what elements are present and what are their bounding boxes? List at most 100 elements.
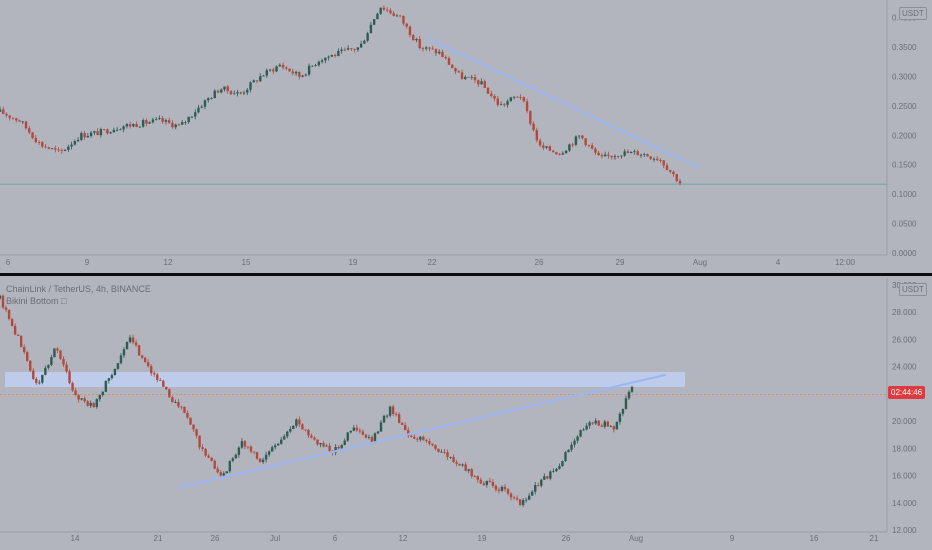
candle-body bbox=[588, 422, 591, 426]
candle-body bbox=[320, 60, 324, 62]
candle-body bbox=[286, 431, 289, 437]
candle-body bbox=[656, 158, 659, 161]
currency-badge-bottom: USDT bbox=[899, 283, 927, 296]
candle-body bbox=[518, 499, 522, 505]
candle-body bbox=[363, 40, 366, 44]
candle-body bbox=[159, 379, 162, 381]
candle-body bbox=[567, 449, 570, 453]
candle-body bbox=[419, 436, 422, 440]
candle-body bbox=[19, 335, 23, 348]
candle-body bbox=[219, 472, 222, 476]
candle-body bbox=[454, 68, 457, 72]
candle-body bbox=[356, 47, 360, 50]
candle-body bbox=[50, 148, 54, 150]
candle-body bbox=[32, 370, 35, 379]
candle-body bbox=[543, 476, 546, 480]
candle-body bbox=[639, 154, 643, 156]
candle-body bbox=[35, 378, 38, 383]
candle-body bbox=[54, 148, 57, 150]
candle-body bbox=[574, 136, 578, 145]
candle-body bbox=[355, 427, 359, 431]
x-tick-label: 19 bbox=[478, 534, 487, 543]
candle-body bbox=[89, 132, 93, 136]
candle-body bbox=[83, 133, 86, 138]
candle-body bbox=[210, 457, 213, 461]
candle-body bbox=[590, 145, 594, 149]
candle-body bbox=[317, 61, 321, 66]
candle-body bbox=[236, 92, 239, 94]
candle-body bbox=[540, 479, 543, 486]
candle-body bbox=[161, 118, 164, 122]
candle-body bbox=[449, 456, 452, 458]
candle-body bbox=[503, 104, 506, 106]
candle-body bbox=[346, 48, 350, 50]
candle-body bbox=[102, 129, 106, 130]
candle-body bbox=[197, 107, 200, 113]
x-tick-label: 15 bbox=[242, 258, 251, 267]
candle-body bbox=[189, 417, 192, 425]
candle-body bbox=[0, 109, 2, 112]
candle-body bbox=[10, 318, 14, 326]
candle-body bbox=[491, 482, 495, 486]
candle-body bbox=[151, 119, 155, 123]
candle-body bbox=[464, 76, 467, 80]
candle-body bbox=[470, 77, 473, 78]
candle-body bbox=[177, 124, 181, 126]
candle-body bbox=[171, 122, 174, 128]
candle-body bbox=[613, 156, 617, 158]
candle-body bbox=[337, 50, 340, 56]
candle-body bbox=[600, 425, 603, 427]
candle-body bbox=[291, 71, 295, 74]
candle-body bbox=[304, 429, 307, 431]
candle-body bbox=[669, 170, 672, 172]
candle-body bbox=[29, 360, 32, 371]
candle-body bbox=[545, 146, 548, 148]
candle-body bbox=[270, 447, 274, 452]
candle-body bbox=[438, 51, 441, 54]
candle-body bbox=[476, 476, 479, 480]
candle-body bbox=[267, 451, 271, 455]
candle-body bbox=[310, 435, 313, 438]
candle-body bbox=[519, 97, 522, 98]
candle-body bbox=[304, 74, 308, 76]
candle-body bbox=[394, 413, 398, 415]
candle-body bbox=[361, 431, 365, 435]
y-tick-label: 0.0500 bbox=[892, 220, 917, 229]
candle-body bbox=[226, 86, 229, 92]
candle-body bbox=[231, 458, 235, 461]
candle-body bbox=[116, 363, 120, 369]
candle-body bbox=[407, 430, 410, 436]
candle-body bbox=[115, 129, 119, 131]
candle-body bbox=[546, 476, 549, 479]
candle-body bbox=[213, 460, 216, 469]
candle-body bbox=[104, 380, 108, 392]
candle-body bbox=[364, 434, 368, 438]
candle-body bbox=[633, 151, 636, 153]
candle-body bbox=[603, 154, 607, 157]
candle-body bbox=[292, 425, 295, 429]
candle-body bbox=[665, 165, 669, 171]
candle-body bbox=[512, 497, 516, 499]
candle-body bbox=[203, 100, 207, 107]
candle-body bbox=[47, 147, 51, 149]
candle-body bbox=[346, 432, 349, 441]
candle-body bbox=[165, 386, 168, 390]
candle-body bbox=[421, 48, 425, 49]
candle-body bbox=[451, 64, 454, 69]
candle-body bbox=[422, 436, 425, 441]
candle-body bbox=[594, 148, 597, 153]
candle-body bbox=[467, 76, 470, 78]
candle-body bbox=[662, 160, 665, 166]
x-tick-label: 21 bbox=[870, 534, 879, 543]
candle-body bbox=[149, 366, 153, 374]
candle-body bbox=[538, 140, 542, 146]
y-tick-label: 0.0000 bbox=[892, 249, 917, 258]
candle-body bbox=[483, 81, 486, 88]
candle-body bbox=[594, 420, 597, 424]
candle-body bbox=[222, 473, 225, 476]
candle-body bbox=[125, 342, 129, 350]
candle-body bbox=[434, 49, 438, 54]
candle-body bbox=[340, 444, 343, 449]
candle-body bbox=[437, 448, 440, 452]
